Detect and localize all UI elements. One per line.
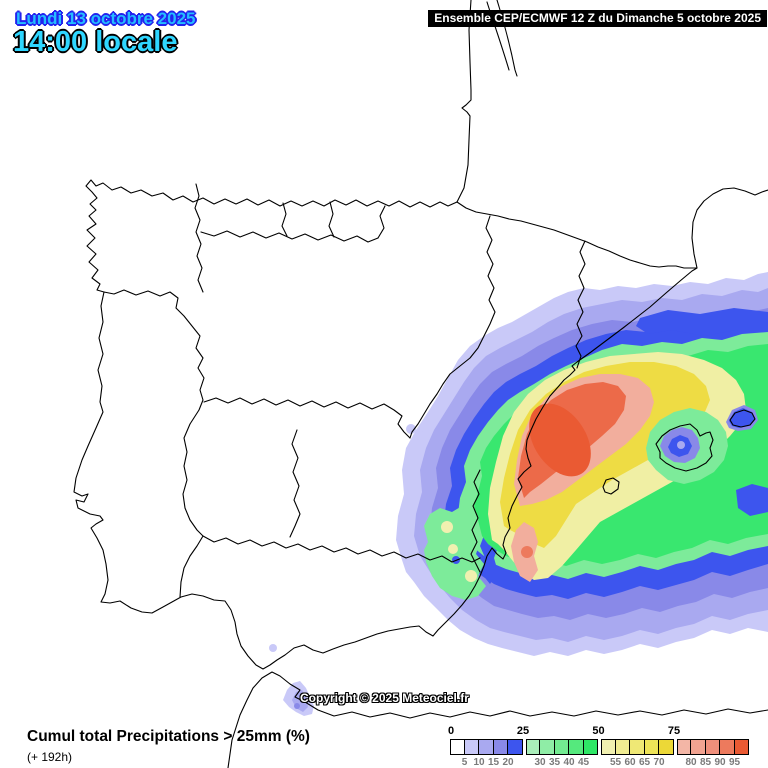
gironde-estuary-west-bank [486, 1, 510, 71]
border-aragon-west [409, 215, 496, 439]
coast-france-mediterranean [691, 187, 768, 269]
border-galicia-east [194, 183, 204, 293]
coast-france-atlantic [456, 0, 472, 203]
border-asturias-cantabria [281, 202, 288, 237]
border-cantabrian-range [200, 230, 379, 243]
copyright-label: Copyright © 2025 Meteociel.fr [300, 691, 469, 705]
gironde-estuary-east-bank [496, 0, 518, 77]
border-andalucia-north [202, 535, 481, 563]
map-parameter-title: Cumul total Precipitations > 25mm (%) [27, 728, 310, 745]
border-cantabria-basque [328, 201, 335, 238]
coast-mallorca [655, 423, 714, 472]
coastlines-borders [73, 0, 768, 768]
border-catalonia-west [575, 240, 586, 369]
forecast-lead-time: (+ 192h) [27, 750, 73, 764]
coast-menorca [729, 409, 756, 428]
coast-morocco [227, 671, 768, 768]
border-portugal-spain [103, 289, 205, 598]
border-france-spain [456, 201, 698, 269]
valid-date-label: Lundi 13 octobre 2025 [16, 9, 196, 28]
valid-time-label: 14:00 locale [13, 26, 178, 58]
coast-ibiza [602, 477, 620, 495]
coast-iberia-west-south-east [73, 267, 698, 670]
border-valencia-murcia [470, 469, 481, 573]
border-extremadura-east [289, 429, 301, 538]
model-run-banner: Ensemble CEP/ECMWF 12 Z du Dimanche 5 oc… [428, 10, 767, 27]
coast-north-spain [85, 179, 458, 293]
border-basque-navarra [377, 205, 386, 239]
border-castilla-leon-south [203, 397, 411, 439]
